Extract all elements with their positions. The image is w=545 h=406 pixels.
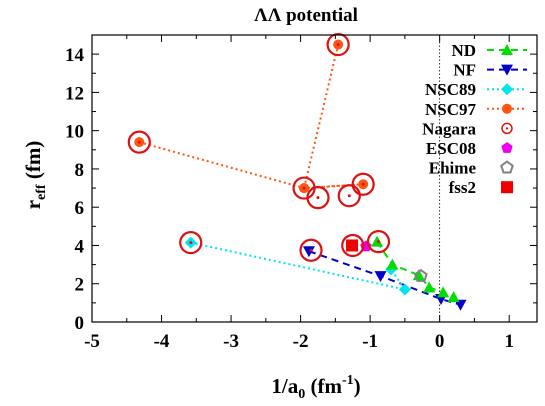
data-point xyxy=(299,238,323,262)
data-point xyxy=(351,172,375,196)
x-axis-label-main: 1/a xyxy=(271,374,298,398)
legend-marker xyxy=(501,44,513,55)
x-axis-label-sup: -1 xyxy=(342,373,354,388)
legend-marker xyxy=(500,160,514,174)
x-tick-label: 1 xyxy=(504,331,514,352)
legend-marker xyxy=(501,181,513,194)
x-axis-label-unit: (fm xyxy=(305,374,342,398)
legend-label: Ehime xyxy=(429,159,477,178)
y-tick-label: 4 xyxy=(75,236,85,257)
y-tick-label: 12 xyxy=(65,83,84,104)
series-lines xyxy=(139,44,461,306)
y-axis-label-sub: eff xyxy=(34,184,49,200)
legend-marker xyxy=(501,64,513,76)
chart-title: ΛΛ potential xyxy=(254,5,358,26)
data-point xyxy=(386,258,399,270)
legend-marker xyxy=(501,83,513,96)
plot-area xyxy=(91,32,538,323)
y-axis-label-unit: (fm) xyxy=(21,141,45,185)
x-tick-label: -4 xyxy=(154,331,170,352)
data-point xyxy=(447,291,460,303)
data-point xyxy=(423,281,436,293)
legend-label: Nagara xyxy=(422,119,476,138)
legend-marker xyxy=(501,122,513,135)
series-line xyxy=(139,44,364,190)
data-point xyxy=(366,230,391,254)
y-axis-label-main: r xyxy=(21,200,45,209)
y-tick-label: 2 xyxy=(75,275,85,296)
data-point xyxy=(127,130,151,154)
y-tick-label: 8 xyxy=(75,160,85,181)
legend-label: NF xyxy=(453,61,476,80)
legend-marker xyxy=(502,103,512,114)
legend-label: ESC08 xyxy=(426,139,476,158)
legend-label: ND xyxy=(451,41,476,60)
data-point xyxy=(454,299,467,311)
x-axis-label-close: ) xyxy=(354,374,361,398)
x-tick-label: -1 xyxy=(362,331,378,352)
y-axis-label: reff (fm) xyxy=(21,141,49,210)
y-tick-label: 0 xyxy=(75,313,85,334)
legend-label: fss2 xyxy=(449,178,476,197)
data-point xyxy=(326,32,350,57)
series-line xyxy=(190,241,408,291)
data-point xyxy=(306,186,330,210)
legend-label: NSC89 xyxy=(425,80,476,99)
series-points xyxy=(127,32,467,311)
plot-frame xyxy=(91,34,538,323)
y-tick-label: 14 xyxy=(65,45,85,66)
x-axis-label: 1/a0 (fm-1) xyxy=(271,373,360,402)
axis-ticks xyxy=(91,34,537,323)
data-point xyxy=(179,230,203,255)
data-point xyxy=(437,286,450,298)
data-point xyxy=(302,246,315,258)
data-point xyxy=(414,268,428,282)
y-tick-label: 6 xyxy=(75,198,85,219)
legend-label: NSC97 xyxy=(425,100,477,119)
x-tick-label: 0 xyxy=(435,331,445,352)
y-tick-label: 10 xyxy=(65,122,84,143)
x-tick-label: -2 xyxy=(293,331,309,352)
data-point xyxy=(398,283,411,296)
data-point xyxy=(337,184,361,208)
legend-marker xyxy=(501,142,513,153)
x-axis-label-sub: 0 xyxy=(298,387,305,402)
x-tick-label: -5 xyxy=(84,331,100,352)
x-tick-label: -3 xyxy=(223,331,239,352)
data-point xyxy=(374,271,387,283)
data-point xyxy=(341,233,365,258)
